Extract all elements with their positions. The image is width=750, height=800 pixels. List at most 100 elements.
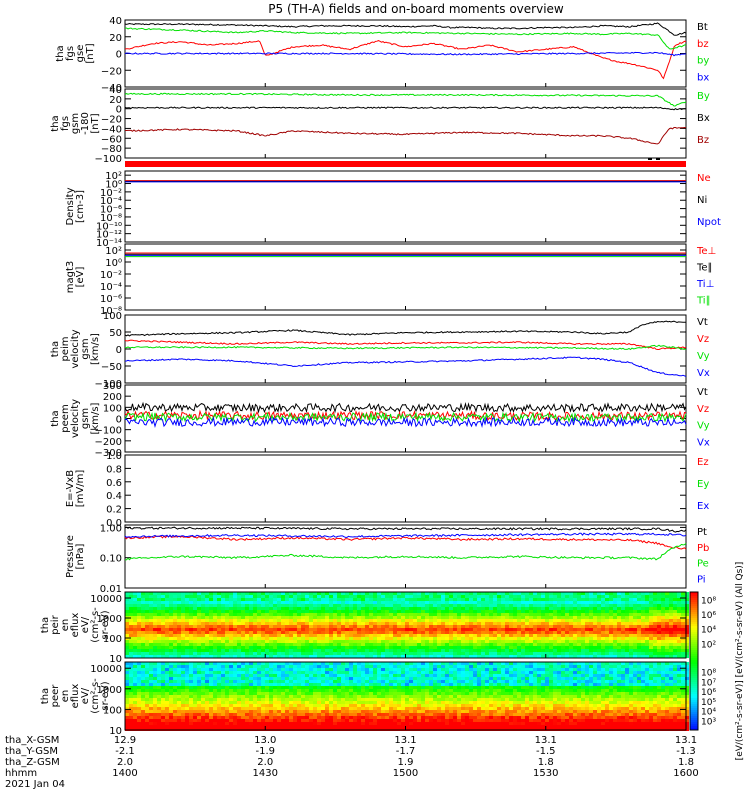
figure-title: P5 (TH-A) fields and on-board moments ov… xyxy=(268,2,564,16)
spectrogram-cell xyxy=(357,610,361,613)
spectrogram-cell xyxy=(529,610,533,613)
spectrogram-cell xyxy=(317,707,321,710)
spectrogram-cell xyxy=(461,622,465,625)
spectrogram-cell xyxy=(293,698,297,701)
spectrogram-cell xyxy=(473,649,477,652)
spectrogram-cell xyxy=(685,601,689,604)
spectrogram-cell xyxy=(349,674,353,677)
y-tick-label: 300 xyxy=(103,381,122,392)
spectrogram-cell xyxy=(229,637,233,640)
spectrogram-cell xyxy=(273,646,277,649)
spectrogram-cell xyxy=(265,686,269,689)
spectrogram-cell xyxy=(393,625,397,628)
spectrogram-cell xyxy=(581,622,585,625)
spectrogram-cell xyxy=(653,652,657,655)
spectrogram-cell xyxy=(177,713,181,716)
spectrogram-cell xyxy=(517,619,521,622)
spectrogram-cell xyxy=(329,722,333,725)
spectrogram-cell xyxy=(329,628,333,631)
spectrogram-cell xyxy=(285,722,289,725)
spectrogram-cell xyxy=(249,695,253,698)
spectrogram-cell xyxy=(393,689,397,692)
spectrogram-cell xyxy=(245,613,249,616)
spectrogram-cell xyxy=(445,595,449,598)
spectrogram-cell xyxy=(149,680,153,683)
spectrogram-cell xyxy=(329,652,333,655)
spectrogram-cell xyxy=(517,610,521,613)
y-axis-label: [mV/m] xyxy=(75,470,86,508)
spectrogram-cell xyxy=(125,716,129,719)
spectrogram-cell xyxy=(205,622,209,625)
spectrogram-cell xyxy=(641,643,645,646)
spectrogram-cell xyxy=(613,640,617,643)
spectrogram-cell xyxy=(429,655,433,658)
spectrogram-cell xyxy=(237,710,241,713)
spectrogram-cell xyxy=(165,646,169,649)
spectrogram-cell xyxy=(281,637,285,640)
spectrogram-cell xyxy=(201,689,205,692)
spectrogram-cell xyxy=(293,722,297,725)
spectrogram-cell xyxy=(173,619,177,622)
y-tick-label: 1.0 xyxy=(106,451,122,462)
spectrogram-cell xyxy=(597,598,601,601)
spectrogram-cell xyxy=(385,649,389,652)
spectrogram-cell xyxy=(145,595,149,598)
spectrogram-cell xyxy=(137,628,141,631)
spectrogram-cell xyxy=(317,686,321,689)
spectrogram-cell xyxy=(281,686,285,689)
spectrogram-cell xyxy=(469,631,473,634)
spectrogram-cell xyxy=(253,710,257,713)
spectrogram-cell xyxy=(145,640,149,643)
spectrogram-cell xyxy=(653,604,657,607)
spectrogram-cell xyxy=(289,601,293,604)
spectrogram-cell xyxy=(589,649,593,652)
y-tick-label: 20 xyxy=(109,95,122,106)
spectrogram-cell xyxy=(393,680,397,683)
spectrogram-cell xyxy=(209,698,213,701)
spectrogram-cell xyxy=(141,692,145,695)
spectrogram-cell xyxy=(213,616,217,619)
spectrogram-cell xyxy=(613,592,617,595)
spectrogram-cell xyxy=(285,686,289,689)
spectrogram-cell xyxy=(253,662,257,665)
spectrogram-cell xyxy=(217,668,221,671)
spectrogram-cell xyxy=(333,607,337,610)
spectrogram-cell xyxy=(293,592,297,595)
spectrogram-cell xyxy=(153,652,157,655)
spectrogram-cell xyxy=(261,649,265,652)
spectrogram-cell xyxy=(161,631,165,634)
spectrogram-cell xyxy=(321,671,325,674)
spectrogram-cell xyxy=(685,607,689,610)
spectrogram-cell xyxy=(209,616,213,619)
spectrogram-cell xyxy=(149,674,153,677)
spectrogram-cell xyxy=(521,628,525,631)
spectrogram-cell xyxy=(253,655,257,658)
spectrogram-cell xyxy=(365,683,369,686)
spectrogram-cell xyxy=(549,649,553,652)
spectrogram-cell xyxy=(257,725,261,728)
spectrogram-cell xyxy=(549,613,553,616)
spectrogram-cell xyxy=(141,631,145,634)
spectrogram-cell xyxy=(601,595,605,598)
spectrogram-cell xyxy=(241,640,245,643)
spectrogram-cell xyxy=(625,601,629,604)
spectrogram-cell xyxy=(533,637,537,640)
spectrogram-cell xyxy=(249,634,253,637)
spectrogram-cell xyxy=(213,592,217,595)
spectrogram-cell xyxy=(617,649,621,652)
spectrogram-cell xyxy=(285,625,289,628)
spectrogram-cell xyxy=(461,601,465,604)
spectrogram-cell xyxy=(153,607,157,610)
spectrogram-cell xyxy=(553,646,557,649)
spectrogram-cell xyxy=(217,595,221,598)
spectrogram-cell xyxy=(209,601,213,604)
y-axis-label: fgs xyxy=(65,46,76,61)
spectrogram-cell xyxy=(269,625,273,628)
spectrogram-cell xyxy=(329,637,333,640)
spectrogram-cell xyxy=(393,716,397,719)
spectrogram-cell xyxy=(129,686,133,689)
spectrogram-cell xyxy=(381,646,385,649)
spectrogram-cell xyxy=(601,631,605,634)
spectrogram-cell xyxy=(521,601,525,604)
spectrogram-cell xyxy=(405,631,409,634)
